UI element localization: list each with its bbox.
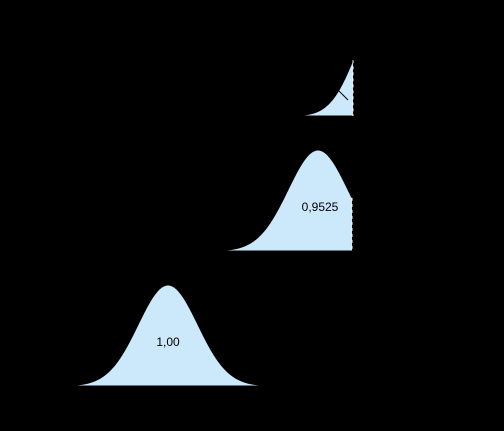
curve-label: 0,9525 xyxy=(302,200,339,214)
tail-marker xyxy=(337,89,349,101)
curve-outline xyxy=(69,284,264,387)
curve-area xyxy=(295,60,353,116)
curve-area xyxy=(218,150,352,251)
curve-outline xyxy=(294,59,354,117)
curve-label: 1,00 xyxy=(156,335,180,349)
curve-outline xyxy=(217,149,353,252)
